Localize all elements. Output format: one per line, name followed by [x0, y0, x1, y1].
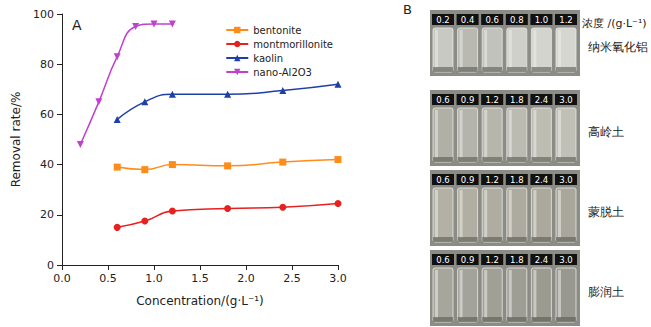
svg-text:1.0: 1.0: [145, 272, 163, 285]
svg-text:20: 20: [40, 208, 54, 221]
svg-text:montmorillonite: montmorillonite: [253, 39, 333, 50]
svg-text:nano-Al2O3: nano-Al2O3: [253, 67, 312, 78]
svg-text:1.0: 1.0: [535, 15, 549, 25]
svg-text:2.4: 2.4: [535, 95, 549, 105]
svg-text:2.4: 2.4: [535, 175, 549, 185]
svg-text:高岭土: 高岭土: [588, 125, 624, 139]
svg-text:bentonite: bentonite: [253, 25, 301, 36]
svg-text:1.2: 1.2: [485, 255, 499, 265]
svg-text:2.4: 2.4: [535, 255, 549, 265]
svg-text:3.0: 3.0: [559, 255, 573, 265]
svg-text:浓度 /(g·L⁻¹): 浓度 /(g·L⁻¹): [582, 17, 647, 30]
svg-text:1.8: 1.8: [510, 255, 524, 265]
svg-text:0.6: 0.6: [436, 255, 450, 265]
svg-text:Concentration/(g·L⁻¹): Concentration/(g·L⁻¹): [136, 294, 264, 308]
svg-text:纳米氧化铝: 纳米氧化铝: [588, 40, 648, 54]
svg-text:0.9: 0.9: [461, 175, 475, 185]
svg-text:2.5: 2.5: [283, 272, 301, 285]
svg-text:0.6: 0.6: [436, 95, 450, 105]
svg-text:0.6: 0.6: [485, 15, 499, 25]
svg-text:0.0: 0.0: [53, 272, 71, 285]
svg-text:0.6: 0.6: [436, 175, 450, 185]
svg-text:Removal rate/%: Removal rate/%: [9, 92, 23, 188]
svg-text:A: A: [72, 17, 82, 33]
svg-text:1.8: 1.8: [510, 95, 524, 105]
svg-text:0.9: 0.9: [461, 255, 475, 265]
svg-text:2.0: 2.0: [237, 272, 255, 285]
svg-text:蒙脱土: 蒙脱土: [588, 205, 624, 219]
svg-text:1.2: 1.2: [485, 95, 499, 105]
svg-text:kaolin: kaolin: [253, 53, 283, 64]
svg-text:80: 80: [40, 58, 54, 71]
svg-text:0.9: 0.9: [461, 95, 475, 105]
svg-text:0.4: 0.4: [461, 15, 475, 25]
svg-text:1.2: 1.2: [559, 15, 573, 25]
svg-text:0.2: 0.2: [436, 15, 450, 25]
svg-text:1.2: 1.2: [485, 175, 499, 185]
svg-text:0.5: 0.5: [99, 272, 117, 285]
svg-text:100: 100: [33, 8, 54, 21]
svg-text:1.5: 1.5: [191, 272, 209, 285]
svg-text:1.8: 1.8: [510, 175, 524, 185]
svg-text:膨润土: 膨润土: [588, 285, 624, 299]
svg-text:0: 0: [47, 259, 54, 272]
svg-text:3.0: 3.0: [559, 95, 573, 105]
svg-text:0.8: 0.8: [510, 15, 524, 25]
svg-text:B: B: [403, 2, 412, 17]
svg-text:3.0: 3.0: [329, 272, 347, 285]
svg-text:40: 40: [40, 158, 54, 171]
svg-text:60: 60: [40, 108, 54, 121]
svg-text:3.0: 3.0: [559, 175, 573, 185]
